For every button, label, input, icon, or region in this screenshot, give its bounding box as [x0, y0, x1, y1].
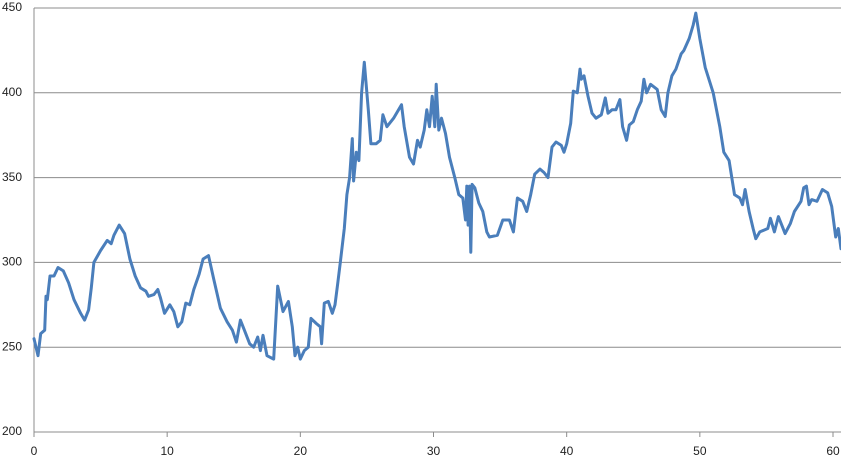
data-line — [32, 11, 841, 361]
x-tick-label: 20 — [294, 444, 308, 458]
y-tick-label: 300 — [2, 255, 22, 269]
x-tick-label: 30 — [427, 444, 441, 458]
y-tick-label: 450 — [2, 0, 22, 14]
x-tick-label: 0 — [31, 444, 38, 458]
y-tick-label: 200 — [2, 424, 22, 438]
y-tick-label: 250 — [2, 339, 22, 353]
y-tick-label: 350 — [2, 170, 22, 184]
x-tick-label: 10 — [160, 444, 174, 458]
x-tick-label: 50 — [693, 444, 707, 458]
y-tick-label: 400 — [2, 85, 22, 99]
x-tick-label: 40 — [560, 444, 574, 458]
x-tick-label: 60 — [826, 444, 840, 458]
